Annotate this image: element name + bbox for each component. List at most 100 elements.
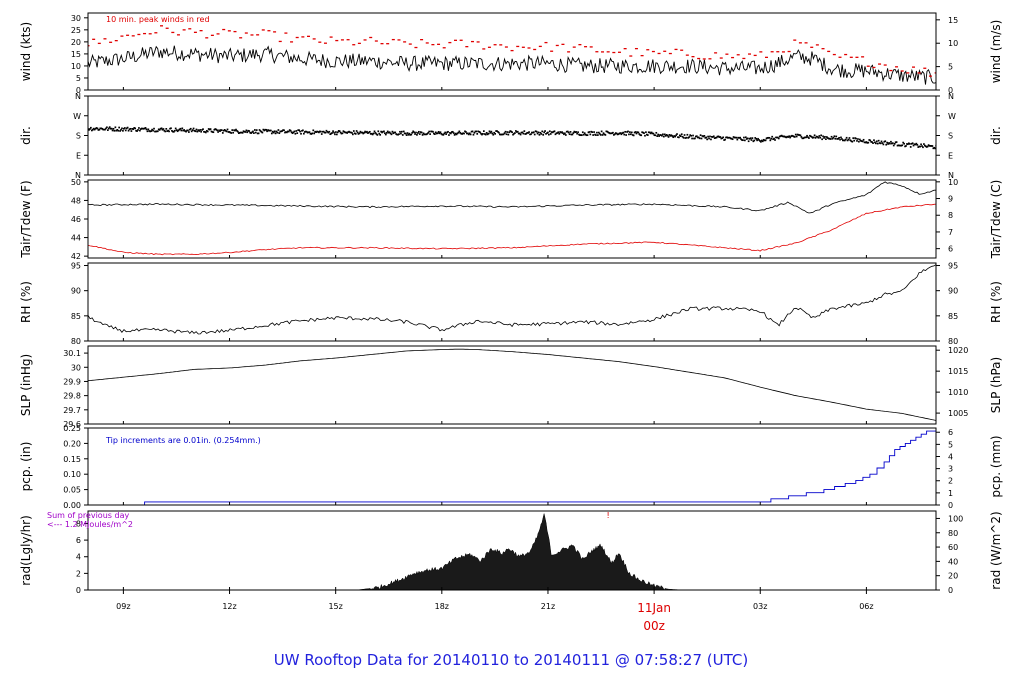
direction-point — [620, 133, 623, 136]
direction-point — [395, 133, 398, 135]
direction-point — [868, 139, 871, 141]
direction-point — [924, 145, 927, 148]
direction-point — [678, 136, 680, 139]
direction-point — [514, 132, 516, 134]
direction-point — [296, 132, 299, 135]
direction-point — [116, 129, 119, 131]
direction-point — [342, 130, 345, 133]
direction-point — [137, 129, 139, 131]
direction-point — [283, 129, 285, 132]
direction-point — [454, 132, 457, 135]
direction-point — [580, 134, 583, 137]
direction-point — [384, 132, 386, 135]
direction-point — [629, 131, 631, 133]
direction-point — [244, 131, 247, 133]
left-tick-label: 15 — [71, 50, 81, 59]
direction-point — [486, 133, 489, 136]
direction-point — [450, 132, 452, 135]
direction-point — [589, 133, 592, 136]
direction-point — [275, 130, 278, 133]
direction-point — [347, 131, 349, 133]
direction-point — [421, 134, 424, 136]
direction-point — [482, 130, 485, 132]
direction-point — [874, 141, 876, 144]
pcp-frame — [87, 427, 937, 506]
left-tick-label: 30 — [71, 363, 81, 372]
direction-point — [528, 131, 530, 133]
direction-point — [249, 131, 251, 134]
direction-point — [761, 140, 764, 143]
direction-point — [436, 132, 439, 135]
direction-point — [319, 130, 321, 133]
direction-point — [747, 140, 750, 143]
direction-point — [922, 146, 924, 149]
direction-point — [529, 133, 531, 136]
direction-point — [851, 140, 854, 143]
direction-point — [600, 130, 603, 133]
direction-point — [345, 131, 348, 134]
direction-point — [826, 137, 829, 139]
direction-point — [227, 131, 230, 133]
time-tick-label: 09z — [116, 602, 130, 611]
direction-point — [582, 133, 585, 136]
direction-point — [263, 129, 266, 132]
direction-point — [562, 132, 564, 134]
direction-point — [557, 131, 560, 134]
direction-point — [126, 126, 129, 129]
direction-point — [184, 130, 186, 132]
direction-point — [449, 132, 451, 134]
direction-point — [750, 139, 753, 141]
direction-point — [621, 132, 624, 134]
radiation-area — [356, 513, 683, 590]
direction-point — [400, 130, 403, 133]
direction-point — [281, 130, 284, 132]
direction-point — [489, 131, 492, 134]
direction-point — [835, 135, 838, 138]
direction-point — [230, 132, 233, 134]
direction-point — [793, 136, 796, 138]
direction-point — [414, 133, 416, 135]
direction-point — [803, 136, 806, 139]
direction-point — [770, 137, 773, 140]
left-tick-label: 0.10 — [63, 470, 81, 479]
direction-point — [473, 131, 476, 134]
direction-point — [618, 132, 621, 135]
direction-point — [607, 131, 610, 134]
wind-ylabel-right: wind (m/s) — [989, 20, 1003, 84]
direction-point — [887, 143, 889, 145]
direction-point — [461, 133, 464, 135]
direction-point — [294, 132, 297, 135]
direction-point — [567, 131, 570, 134]
direction-point — [591, 131, 594, 133]
direction-point — [254, 131, 257, 134]
direction-point — [916, 144, 919, 146]
direction-point — [251, 131, 253, 134]
direction-point — [242, 130, 245, 133]
direction-point — [594, 133, 596, 136]
direction-point — [119, 130, 121, 132]
direction-point — [128, 128, 131, 131]
direction-point — [359, 130, 362, 133]
direction-point — [215, 128, 218, 131]
direction-point — [139, 129, 141, 132]
direction-point — [437, 130, 440, 133]
direction-point — [695, 135, 697, 138]
direction-point — [295, 130, 298, 132]
left-tick-label: 29.6 — [63, 420, 81, 429]
direction-point — [142, 127, 145, 130]
direction-point — [696, 136, 699, 139]
direction-point — [111, 129, 114, 132]
direction-point — [928, 144, 931, 147]
direction-point — [108, 126, 111, 128]
direction-point — [176, 130, 179, 133]
temp-ylabel-right: Tair/Tdew (C) — [989, 180, 1003, 260]
direction-point — [493, 131, 496, 134]
direction-point — [573, 130, 576, 133]
direction-point — [843, 139, 846, 142]
direction-point — [452, 132, 455, 134]
direction-point — [172, 130, 174, 133]
left-tick-label: 95 — [71, 262, 81, 271]
direction-point — [350, 131, 352, 134]
direction-point — [907, 143, 909, 146]
